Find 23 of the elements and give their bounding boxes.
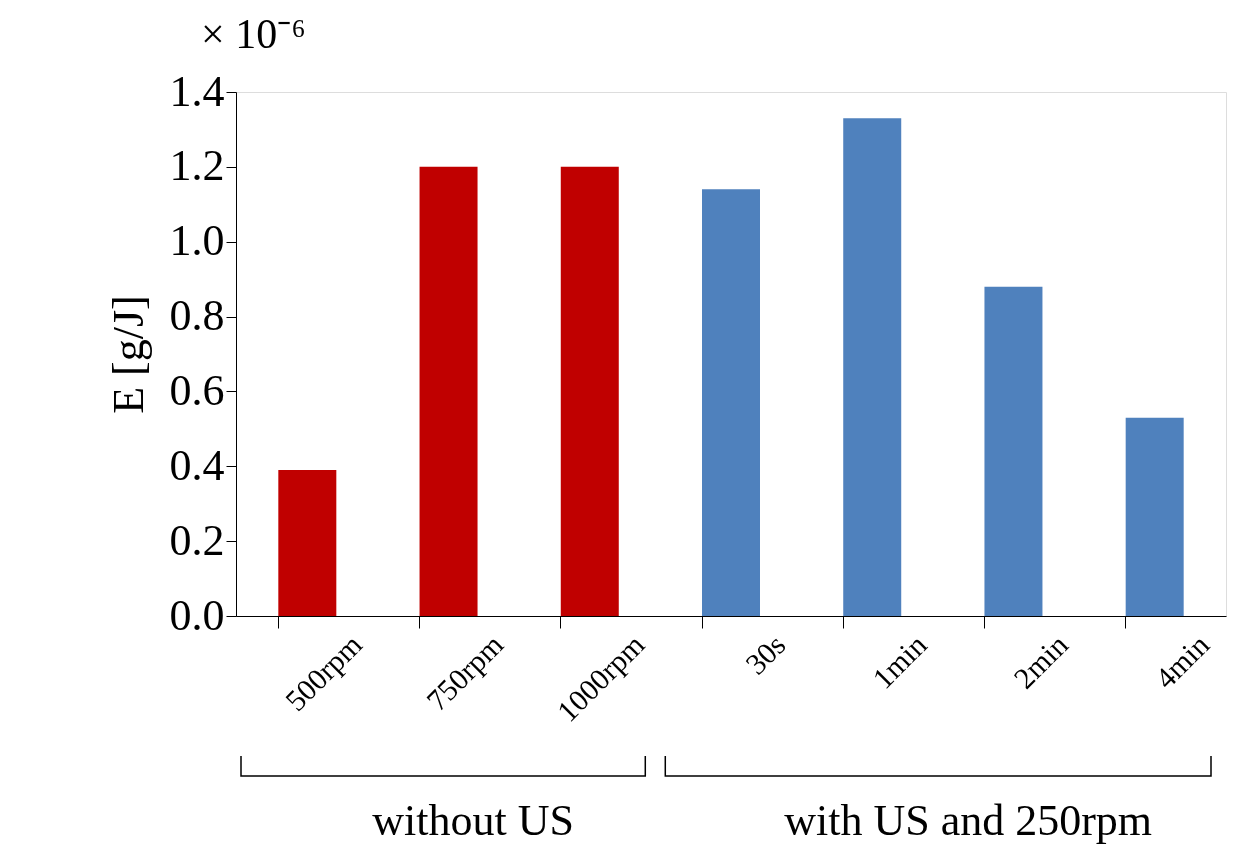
x-tick-label: 2min [1007,627,1075,695]
y-axis-title: E [g/J] [103,295,153,414]
y-tick-label: 0.0 [169,590,225,640]
y-tick-label: 1.4 [169,66,225,116]
bar [560,166,619,616]
text: × 10⁻⁶ [201,11,306,57]
bar [278,470,337,616]
bar [702,189,760,616]
x-tick-label: 4min [1148,627,1216,695]
y-tick-label: 0.4 [169,440,225,490]
y-tick-label: 0.2 [169,515,225,565]
text: without US [372,796,574,845]
bar [984,286,1043,616]
x-tick-label: 1min [865,627,933,695]
y-tick-label: 1.0 [169,216,225,266]
bar [419,166,478,616]
y-tick-label: 0.8 [169,291,225,341]
text: with US and 250rpm [784,796,1153,845]
y-tick-label: 0.6 [169,365,225,415]
bar [1125,417,1184,616]
x-tick-label: 30s [738,627,792,681]
bar [843,118,902,616]
y-tick-label: 1.2 [169,141,225,191]
